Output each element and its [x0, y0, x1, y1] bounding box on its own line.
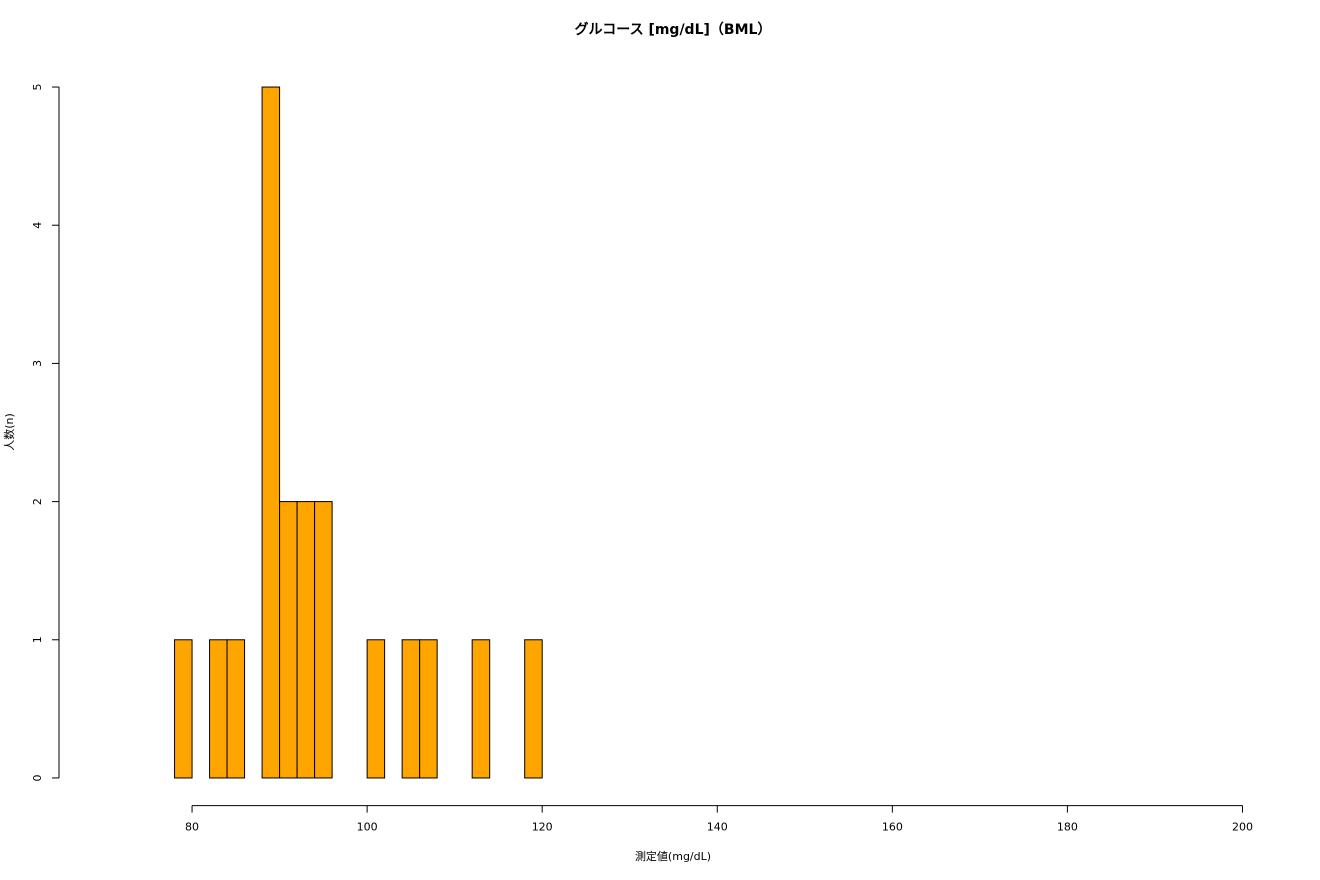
x-axis-label: 測定値(mg/dL) [635, 849, 711, 863]
x-tick-label: 120 [532, 821, 553, 834]
bar [174, 639, 193, 779]
bar [401, 639, 421, 779]
y-tick-label: 1 [31, 636, 44, 643]
bar [419, 639, 438, 779]
bar [471, 639, 491, 779]
y-tick-label: 0 [31, 774, 44, 781]
y-axis-label: 人数(n) [3, 413, 16, 451]
bar [261, 86, 281, 779]
bar [296, 501, 316, 779]
chart-title: グルコース [mg/dL]（BML） [575, 21, 772, 38]
bar [524, 639, 543, 779]
x-tick-label: 160 [882, 821, 903, 834]
x-tick-label: 100 [357, 821, 378, 834]
bar [366, 639, 386, 779]
bar [279, 501, 298, 779]
bar [226, 639, 246, 779]
y-tick-label: 2 [31, 498, 44, 505]
y-tick-label: 5 [31, 84, 44, 91]
x-tick-label: 180 [1057, 821, 1078, 834]
x-tick-label: 200 [1232, 821, 1253, 834]
bar [314, 501, 333, 779]
bar [209, 639, 228, 779]
y-tick-label: 4 [31, 222, 44, 229]
x-tick-label: 80 [185, 821, 199, 834]
x-tick-label: 140 [707, 821, 728, 834]
y-tick-label: 3 [31, 360, 44, 367]
